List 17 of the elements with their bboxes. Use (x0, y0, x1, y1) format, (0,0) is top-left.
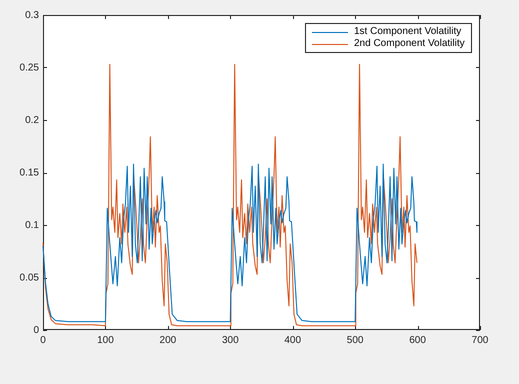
x-tick-label: 300 (222, 334, 240, 346)
x-tick-label: 700 (472, 334, 489, 346)
x-tick-label: 0 (40, 334, 46, 346)
y-tick-label: 0.2 (25, 114, 40, 126)
y-tick-label: 0 (33, 324, 40, 336)
x-tick-label: 600 (409, 334, 426, 346)
x-tick-label: 100 (97, 334, 114, 346)
y-tick-label: 0.1 (25, 220, 40, 231)
x-tick-label: 200 (160, 334, 177, 346)
legend-label: 2nd Component Volatility (354, 38, 465, 50)
x-tick-label: 500 (346, 334, 364, 346)
y-tick-label: 0.3 (25, 10, 40, 21)
x-tick-label: 400 (284, 334, 302, 346)
legend-label: 1st Component Volatility (354, 26, 462, 38)
y-tick-label: 0.25 (20, 62, 40, 74)
y-tick-label: 0.15 (20, 167, 40, 178)
y-tick-label: 0.05 (20, 272, 40, 284)
